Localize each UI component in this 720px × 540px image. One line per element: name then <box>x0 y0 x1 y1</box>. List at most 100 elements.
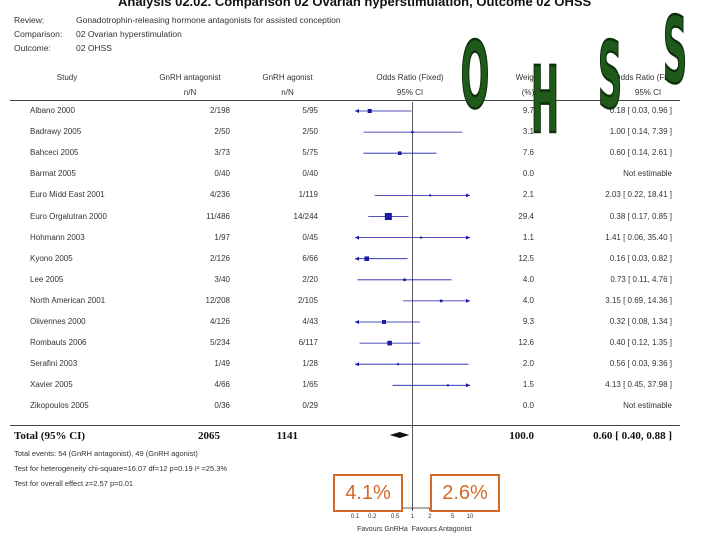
antagonist-events: 4/126 <box>209 317 230 326</box>
agonist-events: 6/117 <box>298 338 318 348</box>
point-estimate <box>364 256 370 261</box>
study-name: Rombauts 2006 <box>30 338 87 348</box>
antagonist-events: 12/208 <box>205 295 230 305</box>
study-or-ci: 0.73 [ 0.11, 4.76 ] <box>610 274 672 284</box>
study-or-ci: 4.13 [ 0.45, 37.98 ] <box>605 380 672 390</box>
col-antagonist-header: GnRH antagonist n/N <box>135 70 245 100</box>
col-study-label: Study <box>56 73 78 82</box>
study-weight: 9.3 <box>522 317 534 326</box>
study-weight: 9.7 <box>522 106 534 115</box>
study-or-ci: 0.32 [ 0.08, 1.34 ] <box>609 317 672 326</box>
agonist-events: 6/66 <box>302 253 318 263</box>
agonist-events: 14/244 <box>293 211 318 221</box>
x-tick-label: 1 <box>411 514 415 520</box>
ci-arrow-left <box>355 256 359 261</box>
agonist-events: 0/40 <box>302 169 318 179</box>
x-tick-label: 5 <box>451 514 455 520</box>
col-agonist-unit: n/N <box>281 88 294 97</box>
agonist-events: 4/43 <box>302 317 318 326</box>
ci-arrow-left <box>355 109 359 113</box>
x-tick-label: 0.1 <box>351 514 360 520</box>
agonist-events: 2/105 <box>297 295 318 305</box>
agonist-events: 0/29 <box>302 401 318 411</box>
study-name: Kyono 2005 <box>30 253 73 263</box>
header-rule <box>10 100 680 101</box>
agonist-events: 2/50 <box>302 127 318 137</box>
ci-arrow-right <box>466 383 470 388</box>
study-or-ci: 0.38 [ 0.17, 0.85 ] <box>609 211 672 221</box>
study-weight: 29.4 <box>518 211 534 221</box>
favours-left-label: Favours GnRHa <box>357 526 408 533</box>
ci-arrow-right <box>466 235 470 240</box>
study-or-ci: 1.41 [ 0.06, 35.40 ] <box>605 232 672 242</box>
review-text: Gonadotrophin-releasing hormone antagoni… <box>76 15 341 25</box>
antagonist-events: 2/198 <box>209 106 230 115</box>
favours-right-label: Favours Antagonist <box>412 526 472 533</box>
col-weight-header: Weight (%) <box>498 70 558 100</box>
antagonist-events: 2/126 <box>209 253 230 263</box>
study-name: Badrawy 2005 <box>30 127 82 137</box>
comparison-label: Comparison: <box>14 29 63 39</box>
ci-arrow-left <box>355 362 359 367</box>
ohss-letter: S <box>663 0 687 105</box>
point-estimate <box>446 384 449 387</box>
heterogeneity-test: Test for heterogeneity chi-square=16.07 … <box>14 464 228 473</box>
col-agonist-label: GnRH agonist <box>262 73 313 82</box>
agonist-events: 1/119 <box>298 190 318 200</box>
study-or-ci: 0.60 [ 0.14, 2.61 ] <box>609 148 672 158</box>
study-name: Olivennes 2000 <box>30 317 86 326</box>
col-or-label: Odds Ratio (Fixed) <box>376 73 444 82</box>
study-name: North American 2001 <box>30 295 106 305</box>
study-weight: 2.0 <box>522 359 534 369</box>
study-weight: 12.6 <box>518 338 534 348</box>
col-or-header: Odds Ratio (Fixed) 95% CI <box>360 70 460 100</box>
agonist-events: 1/28 <box>302 359 318 369</box>
study-name: Serafini 2003 <box>30 359 78 369</box>
study-weight: 1.5 <box>522 380 534 390</box>
study-weight: 3.1 <box>522 127 534 137</box>
antagonist-events: 4/236 <box>209 190 230 200</box>
review-label: Review: <box>14 15 45 25</box>
study-or-ci: 3.15 [ 0.69, 14.36 ] <box>605 295 672 305</box>
study-name: Euro Midd East 2001 <box>30 190 105 200</box>
review-line: Review: Gonadotrophin-releasing hormone a… <box>14 15 341 25</box>
antagonist-events: 3/40 <box>214 274 230 284</box>
point-estimate <box>411 130 414 134</box>
antagonist-rate-box: 4.1% <box>333 474 403 512</box>
x-tick-label: 2 <box>428 514 432 520</box>
study-weight: 1.1 <box>522 232 534 242</box>
study-weight: 4.0 <box>522 274 534 284</box>
study-name: Hohmann 2003 <box>30 232 85 242</box>
x-tick-label: 0.2 <box>368 514 377 520</box>
agonist-events: 2/20 <box>302 274 318 284</box>
col-study-header: Study <box>42 70 92 85</box>
col-antagonist-unit: n/N <box>183 88 197 97</box>
ci-arrow-right <box>466 193 470 198</box>
study-or-ci: 0.56 [ 0.03, 9.36 ] <box>609 359 672 369</box>
total-events: Total events: 54 (GnRH antagonist), 49 (… <box>14 449 198 458</box>
outcome-line: Outcome: 02 OHSS <box>14 43 112 53</box>
study-or-ci: 1.00 [ 0.14, 7.39 ] <box>609 127 672 137</box>
agonist-events: 0/45 <box>302 232 318 242</box>
ci-arrow-left <box>355 235 359 240</box>
study-name: Zikopoulos 2005 <box>30 401 89 411</box>
agonist-events: 5/75 <box>302 148 318 158</box>
analysis-title: Analysis 02.02. Comparison 02 Ovarian hy… <box>118 0 592 9</box>
antagonist-events: 2/50 <box>214 127 230 137</box>
overall-effect-test: Test for overall effect z=2.57 p=0.01 <box>14 479 134 488</box>
point-estimate <box>397 151 402 155</box>
outcome-label: Outcome: <box>14 43 51 53</box>
antagonist-events: 0/40 <box>214 169 230 179</box>
point-estimate <box>429 194 432 197</box>
comparison-line: Comparison: 02 Ovarian hyperstimulation <box>14 29 182 39</box>
point-estimate <box>403 278 406 282</box>
study-or-ci: 2.03 [ 0.22, 18.41 ] <box>605 190 672 200</box>
study-weight: 2.1 <box>522 190 534 200</box>
point-estimate <box>382 320 387 324</box>
col-antagonist-label: GnRH antagonist <box>159 73 221 82</box>
x-tick-label: 10 <box>467 514 474 520</box>
ohss-letter: H <box>531 48 559 154</box>
study-weight: 12.5 <box>518 253 534 263</box>
